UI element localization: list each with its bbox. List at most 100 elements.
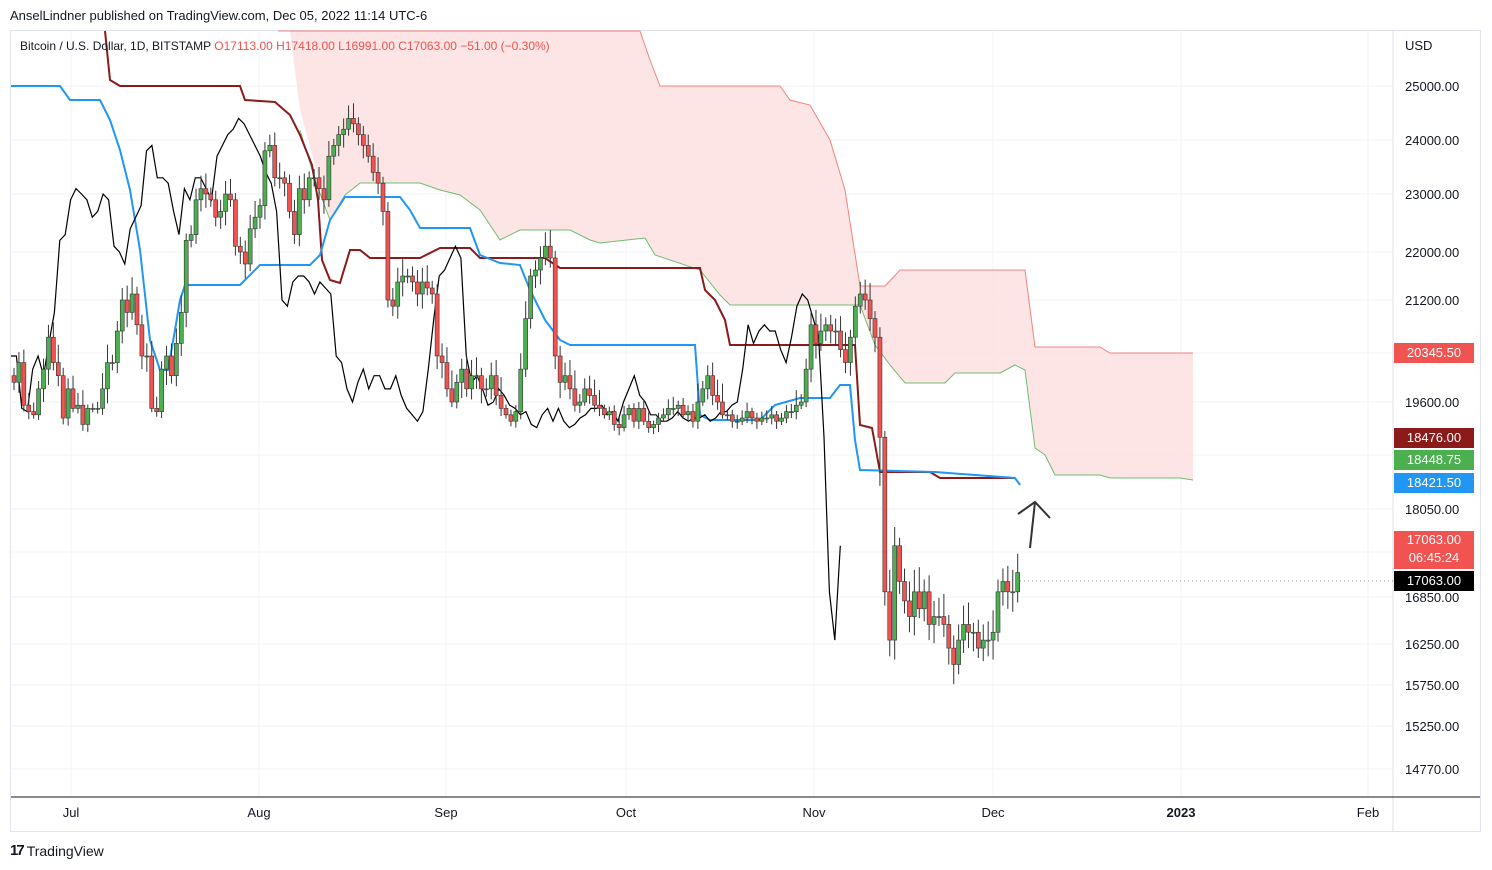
candle-body [228,193,233,201]
candle-body [479,375,484,390]
candle-body [139,324,145,357]
candle-body [725,414,730,417]
candle-body [449,388,455,403]
candle-body [311,177,317,180]
y-tick-label: 18050.00 [1405,502,1459,517]
candle-body [518,368,524,412]
candle-body [990,631,996,641]
candle-body [110,362,115,364]
candle-body [410,275,415,283]
candle-body [11,375,17,383]
candle-body [474,375,479,378]
candle-body [119,299,125,332]
candle-body [567,375,573,390]
candle-body [301,188,307,201]
candle-body [813,324,819,344]
candle-body [60,375,66,419]
candle-body [680,404,686,416]
price-tag-value: 17063.00 [1406,532,1462,547]
candle-body [572,388,578,406]
candle-body [287,182,292,212]
candle-body [454,381,460,403]
candle-body [587,388,592,396]
annotation-arrow-head [1017,500,1051,519]
price-tag: 18476.00 [1394,428,1474,448]
candle-body [321,188,327,201]
candle-body [793,404,799,412]
candle-body [843,349,848,363]
candle-body [690,411,696,422]
candle-body [951,647,957,665]
candle-body [178,312,184,344]
candle-body [361,134,366,146]
candle-body [262,150,268,206]
candle-body [602,408,607,416]
candle-body [115,330,120,363]
base-line [104,30,1015,479]
candle-body [316,177,322,189]
y-tick-label: 23000.00 [1405,187,1459,202]
candle-body [375,172,381,184]
candle-body [252,216,258,230]
x-tick-label: Feb [1357,805,1379,820]
candle-body [405,275,410,278]
candle-body [528,275,533,319]
symbol-legend: Bitcoin / U.S. Dollar, 1D, BITSTAMP O171… [20,39,550,53]
candle-body [70,388,76,409]
chart-frame[interactable] [10,30,1481,832]
candle-body [484,388,489,391]
price-tag: 18448.75 [1394,450,1474,470]
candle-body [351,118,356,125]
candle-body [656,417,661,425]
candle-body [995,591,1001,633]
candle-body [272,145,278,179]
lagging-span [11,117,841,641]
candle-body [803,368,809,403]
candle-body [887,591,893,641]
candle-body [675,404,681,409]
candle-body [1010,591,1016,594]
candle-body [80,404,86,425]
candle-body [705,375,711,390]
candle-body [134,293,140,326]
y-tick-label: 24000.00 [1405,133,1459,148]
candle-body [233,199,238,247]
candle-body [685,411,691,416]
candle-body [247,228,253,265]
candle-body [459,368,465,383]
x-tick-label: 2023 [1167,805,1196,820]
candle-body [666,408,671,416]
candle-body [798,401,804,406]
candle-body [961,624,966,641]
candle-body [493,375,499,396]
candle-body [695,401,701,422]
candle-body [395,281,401,307]
candle-body [292,211,297,235]
candle-body [872,318,878,338]
candle-body [154,408,159,412]
candle-body [365,145,371,157]
candle-body [661,414,666,419]
x-tick-label: Aug [247,805,270,820]
candle-body [547,245,553,259]
candle-body [670,408,676,410]
candle-body [828,324,834,332]
x-tick-label: Sep [434,805,457,820]
candle-body [749,411,755,419]
candle-body [621,414,627,428]
y-tick-label: 15750.00 [1405,678,1459,693]
candle-body [1015,572,1020,593]
candle-body [198,188,204,201]
cloud-span-a [299,129,1194,481]
candle-body [277,177,282,180]
candle-body [297,188,302,235]
candle-body [720,401,725,416]
candle-body [1005,581,1011,593]
candle-body [985,639,991,642]
candle-body [941,616,947,625]
candle-body [469,375,474,390]
footer-brand[interactable]: 17 TradingView [10,842,104,859]
candle-body [730,414,735,422]
candle-body [169,355,174,377]
